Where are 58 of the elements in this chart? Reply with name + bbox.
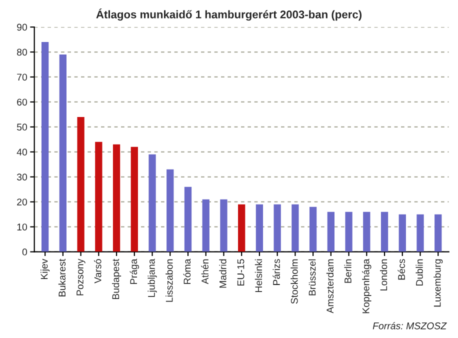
y-tick-label: 20 — [17, 198, 28, 206]
bar — [380, 212, 388, 252]
bar — [77, 116, 84, 252]
x-tick-label: Varsó — [94, 259, 102, 284]
chart-title: Átlagos munkaidő 1 hamburgerért 2003-ban (perc) — [96, 8, 362, 21]
y-tick-label: 40 — [16, 148, 28, 156]
bar — [220, 199, 228, 252]
bar — [112, 144, 120, 252]
x-tick-label: Bukarest — [58, 258, 66, 296]
y-tick-label: 70 — [17, 74, 28, 81]
x-tick-label: Brüsszel — [308, 259, 316, 296]
bar — [41, 42, 49, 252]
bar — [256, 204, 264, 252]
bar — [148, 154, 156, 252]
bar — [130, 146, 138, 252]
x-tick-label: Pozsony — [76, 258, 86, 296]
bar — [416, 214, 424, 252]
bar — [434, 214, 442, 252]
x-tick-label: Berlin — [344, 259, 352, 283]
x-tick-label: Athén — [201, 259, 208, 284]
bar — [202, 199, 210, 252]
bar — [345, 212, 352, 252]
bar — [398, 214, 406, 252]
x-tick-label: Róma — [183, 258, 191, 284]
y-tick-label: 0 — [22, 248, 28, 256]
x-tick-label: Koppenhága — [362, 258, 372, 314]
y-tick-label: 30 — [16, 174, 28, 181]
x-tick-label: Kijev — [40, 258, 50, 280]
y-tick-label: 80 — [17, 48, 28, 56]
x-tick-label: Dublin — [416, 259, 423, 286]
x-tick-label: Stockholm — [290, 259, 298, 304]
bar — [292, 204, 299, 252]
x-tick-label: Amszterdam — [326, 259, 334, 314]
bar — [59, 54, 67, 252]
x-tick-label: Lisszabon — [166, 259, 173, 302]
y-tick-label: 50 — [16, 124, 28, 131]
bar — [95, 142, 102, 252]
x-tick-label: Prága — [130, 258, 139, 284]
y-tick-label: 10 — [17, 224, 28, 230]
x-tick-label: Bécs — [398, 259, 405, 280]
x-tick-label: Budapest — [112, 258, 122, 300]
bar — [238, 204, 246, 252]
bar — [363, 212, 370, 252]
bar — [166, 169, 174, 252]
x-tick-label: EU-15 — [237, 259, 244, 286]
text: Forrás: MSZOSZ — [372, 322, 447, 330]
x-tick-label: Madrid — [219, 259, 226, 288]
x-tick-label: London — [380, 259, 388, 290]
x-tick-label: Ljubljana — [148, 258, 157, 297]
bar — [184, 186, 192, 252]
x-tick-label: Helsinki — [254, 259, 262, 292]
y-tick-label: 90 — [17, 24, 28, 31]
y-tick-label: 60 — [17, 98, 28, 106]
bar — [327, 212, 334, 252]
bar — [309, 206, 317, 252]
x-tick-label: Luxemburg — [434, 259, 443, 307]
x-tick-label: Párizs — [272, 259, 280, 285]
bar — [274, 204, 281, 252]
